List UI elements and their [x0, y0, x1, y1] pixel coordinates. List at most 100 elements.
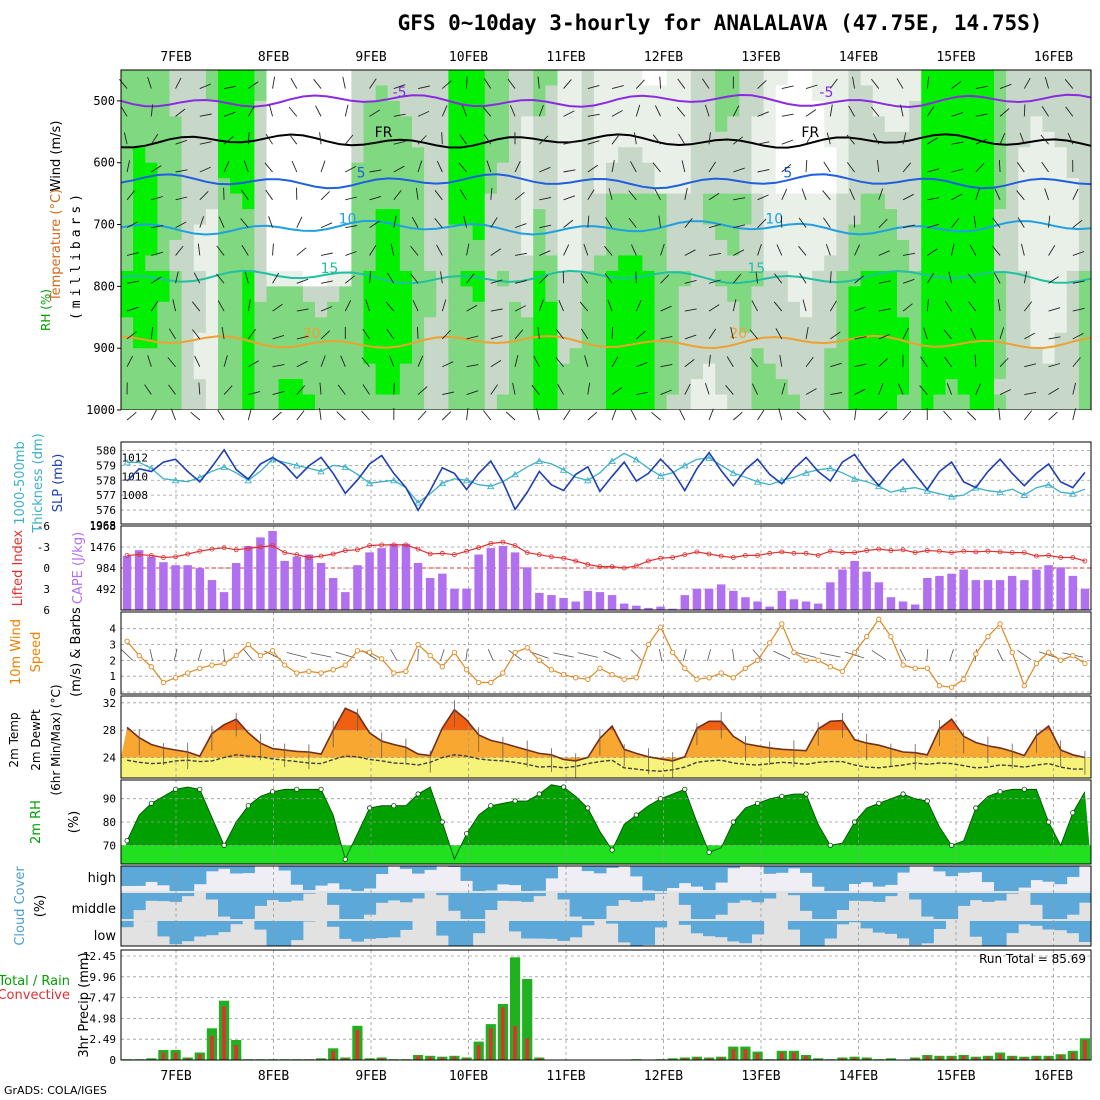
rh-cell: [436, 255, 449, 272]
rh-cell: [315, 332, 328, 349]
wind-barb: [1072, 333, 1084, 340]
rh-cell: [787, 270, 801, 287]
rh-cell: [1042, 301, 1056, 318]
rh-cell: [509, 286, 522, 303]
wind10-marker: [585, 676, 591, 682]
thickness-marker: [729, 469, 738, 476]
wind-barb: [416, 326, 419, 339]
wind-barb: [362, 384, 370, 395]
wind-barb: [126, 252, 139, 256]
rh-marker: [294, 786, 300, 792]
wind-barb: [441, 132, 443, 145]
wind-barb: [628, 190, 637, 201]
rh-cell: [860, 317, 874, 334]
rh-cell: [181, 270, 195, 287]
cloud-cell: [254, 893, 267, 906]
wind-barb: [369, 169, 382, 173]
rh-cell: [545, 193, 559, 210]
rh-cell: [145, 70, 158, 87]
temp-tick-label: 28: [103, 724, 116, 737]
cape-bar: [729, 590, 738, 610]
cloud-cell: [218, 866, 231, 869]
rh-cell: [606, 255, 619, 272]
rh-cell: [290, 363, 304, 380]
wind-barb: [442, 391, 455, 395]
rh-cell: [157, 363, 171, 380]
rh-cell: [460, 363, 474, 380]
thickness-marker: [220, 463, 228, 470]
rh-cell: [981, 240, 995, 257]
rh-cell: [933, 348, 947, 365]
rh-cell: [921, 209, 934, 226]
li-marker: [633, 563, 639, 569]
rh-cell: [618, 348, 631, 365]
rh-cell: [1066, 317, 1080, 334]
rh-cell: [448, 394, 462, 411]
rh-cell: [412, 301, 425, 318]
rh-cell: [254, 100, 268, 117]
rh-cell: [254, 85, 268, 102]
wind10-marker: [354, 648, 361, 654]
rh-cell: [860, 193, 874, 210]
wind-barb: [1019, 132, 1025, 145]
rh-marker: [148, 800, 154, 806]
rh-cell: [533, 332, 546, 349]
wind-barb: [247, 105, 255, 117]
wind10-marker: [463, 667, 470, 673]
rh-cell: [836, 301, 850, 318]
rh-cell: [994, 255, 1007, 272]
rh-cell: [848, 332, 862, 349]
wind-barb: [829, 300, 837, 312]
rh-cell: [448, 131, 462, 148]
rh-cell: [642, 224, 656, 241]
rh-cell: [690, 363, 704, 380]
cloud-cell: [266, 921, 280, 946]
rh-cell: [121, 131, 134, 148]
wind-barb: [1067, 132, 1074, 145]
rh-cell: [557, 286, 571, 303]
rh-cell: [618, 255, 631, 272]
cloud-cell: [399, 893, 413, 903]
rh-cell: [593, 85, 607, 102]
rh-cell: [836, 162, 850, 179]
wind-barb: [191, 301, 201, 312]
cloud-cell: [242, 893, 255, 919]
rh-cell: [1030, 116, 1044, 133]
rh-cell: [957, 348, 971, 365]
rh-cell: [836, 394, 850, 411]
cloud-cell: [448, 921, 461, 946]
rh-cell: [509, 255, 522, 272]
li-marker: [791, 550, 797, 556]
wind10-marker: [245, 641, 251, 648]
rh-cell: [424, 240, 437, 257]
wind-barb: [151, 251, 164, 256]
wind-barb: [223, 160, 230, 173]
rh-cell: [521, 116, 534, 133]
rh-cell: [872, 147, 886, 164]
rh-cell: [848, 193, 862, 210]
rh-cell: [812, 85, 825, 102]
cloud-cell: [1030, 893, 1043, 905]
rh-cell: [981, 394, 995, 411]
cloud-cell: [339, 866, 352, 890]
li-marker: [451, 552, 457, 558]
rh-cell: [133, 131, 146, 148]
wind-barb: [315, 105, 322, 117]
wind-barb: [993, 272, 1001, 284]
wind-barb: [878, 218, 888, 228]
rh-cell: [787, 348, 801, 365]
cloud-cell: [521, 866, 534, 891]
rh-cell: [157, 70, 171, 87]
rh-cell: [1042, 255, 1056, 272]
wind-barb: [1041, 106, 1049, 117]
wind-barb: [927, 223, 939, 229]
precip-conv-bar: [489, 1028, 493, 1060]
precip-conv-bar: [707, 1058, 711, 1060]
wind10-marker: [148, 664, 154, 670]
rh-cell: [945, 224, 959, 241]
li-marker: [743, 553, 748, 558]
wind-barb: [822, 190, 831, 201]
rh-cell: [351, 348, 365, 365]
rh-cell: [1018, 317, 1031, 334]
cloud-cell: [121, 866, 134, 886]
